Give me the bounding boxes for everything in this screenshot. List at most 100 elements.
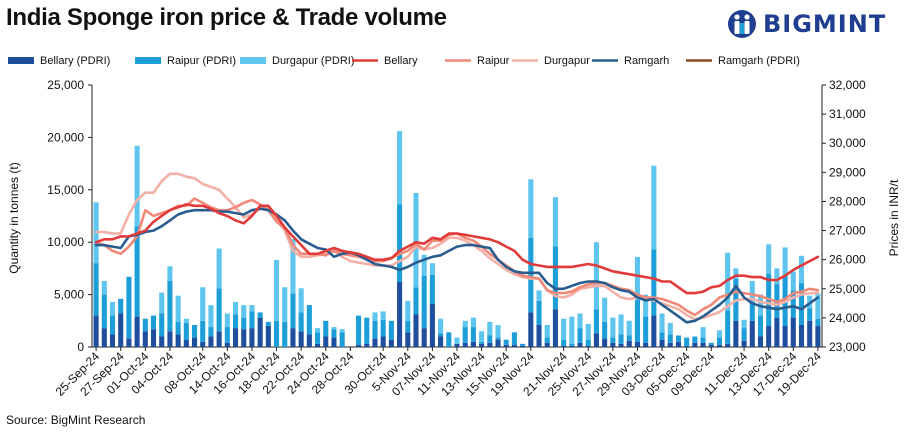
bar-raipur-pdri — [241, 317, 247, 330]
bar-durgapur-pdri — [462, 320, 468, 328]
bar-bellary-pdri — [356, 344, 362, 347]
bar-raipur-pdri — [684, 337, 690, 346]
bar-bellary-pdri — [93, 315, 99, 347]
bar-bellary-pdri — [101, 328, 107, 347]
legend-swatch — [240, 57, 266, 64]
bar-raipur-pdri — [150, 315, 157, 330]
bar-bellary-pdri — [684, 345, 690, 347]
bar-raipur-pdri — [232, 314, 239, 329]
bar-raipur-pdri — [741, 328, 747, 341]
y-tick-label: 0 — [77, 340, 84, 354]
bar-raipur-pdri — [249, 311, 255, 329]
bar-durgapur-pdri — [109, 301, 116, 316]
y2-axis-label: Prices in INR/t — [887, 179, 901, 256]
bar-bellary-pdri — [651, 315, 657, 347]
bar-durgapur-pdri — [667, 322, 673, 335]
bar-bellary-pdri — [536, 324, 542, 347]
bar-raipur-pdri — [462, 327, 468, 343]
bar-raipur-pdri — [356, 315, 362, 345]
bar-bellary-pdri — [323, 336, 329, 347]
bar-bellary-pdri — [208, 336, 214, 347]
legend-entry-label: Ramgarh (PDRI) — [718, 55, 800, 67]
bar-raipur-pdri — [397, 204, 403, 283]
bar-bellary-pdri — [142, 331, 148, 347]
bar-raipur-pdri — [339, 332, 345, 347]
bar-raipur-pdri — [413, 287, 419, 315]
bar-bellary-pdri — [109, 334, 116, 347]
bar-raipur-pdri — [364, 317, 370, 344]
bar-bellary-pdri — [725, 343, 731, 347]
y-axis-ticks: 0 5,000 10,000 15,000 20,000 25,000 — [47, 78, 92, 354]
bar-durgapur-pdri — [659, 313, 665, 333]
bar-raipur-pdri — [290, 293, 296, 329]
bar-raipur-pdri — [528, 238, 534, 313]
bar-raipur-pdri — [536, 300, 542, 325]
bar-durgapur-pdri — [618, 314, 624, 335]
source-note: Source: BigMint Research — [6, 413, 146, 427]
bar-bellary-pdri — [241, 329, 247, 347]
bar-raipur-pdri — [380, 319, 386, 337]
bar-raipur-pdri — [109, 315, 116, 335]
legend-swatch — [135, 57, 161, 64]
bar-raipur-pdri — [634, 299, 640, 342]
bar-raipur-pdri — [725, 310, 731, 344]
bar-durgapur-pdri — [429, 263, 435, 275]
bar-durgapur-pdri — [577, 313, 583, 329]
bar-durgapur-pdri — [643, 294, 649, 317]
bar-bellary-pdri — [306, 334, 312, 347]
bar-raipur-pdri — [749, 301, 755, 321]
bar-bellary-pdri — [372, 338, 378, 347]
bar-bellary-pdri — [429, 304, 435, 347]
bar-raipur-pdri — [503, 339, 509, 345]
bar-bellary-pdri — [520, 345, 526, 347]
bar-bellary-pdri — [462, 342, 468, 347]
bar-durgapur-pdri — [183, 318, 189, 323]
bar-raipur-pdri — [446, 332, 452, 347]
bar-durgapur-pdri — [766, 244, 772, 274]
bar-bellary-pdri — [479, 343, 485, 347]
bar-raipur-pdri — [626, 335, 632, 341]
bar-durgapur-pdri — [749, 280, 755, 302]
bar-raipur-pdri — [487, 335, 493, 343]
bar-raipur-pdri — [421, 275, 427, 329]
bar-raipur-pdri — [593, 309, 599, 334]
bar-bellary-pdri — [487, 342, 493, 347]
y-tick-label: 5,000 — [54, 288, 84, 302]
y2-tick-label: 29,000 — [829, 165, 866, 179]
bar-raipur-pdri — [438, 333, 444, 337]
bar-bellary-pdri — [454, 343, 460, 347]
bar-raipur-pdri — [388, 320, 394, 340]
bar-raipur-pdri — [216, 288, 222, 332]
bar-durgapur-pdri — [175, 295, 181, 322]
bar-raipur-pdri — [716, 337, 723, 345]
bar-durgapur-pdri — [200, 287, 206, 321]
bar-raipur-pdri — [708, 342, 714, 345]
bar-durgapur-pdri — [495, 324, 501, 338]
bar-bellary-pdri — [232, 328, 239, 347]
bar-bellary-pdri — [134, 316, 140, 347]
bar-durgapur-pdri — [790, 271, 796, 291]
bar-durgapur-pdri — [569, 316, 575, 344]
bar-durgapur-pdri — [216, 248, 222, 289]
bar-raipur-pdri — [191, 324, 198, 338]
y2-tick-label: 26,000 — [829, 253, 866, 267]
bar-bellary-pdri — [290, 328, 296, 347]
bar-bellary-pdri — [126, 338, 132, 347]
bar-durgapur-pdri — [593, 242, 599, 310]
y2-tick-label: 25,000 — [829, 282, 866, 296]
bar-raipur-pdri — [602, 321, 608, 339]
y-tick-label: 20,000 — [47, 130, 84, 144]
bar-bellary-pdri — [298, 331, 304, 347]
bar-raipur-pdri — [479, 341, 485, 344]
bar-durgapur-pdri — [552, 197, 558, 247]
bar-bellary-pdri — [790, 317, 796, 347]
bar-bellary-pdri — [118, 313, 124, 347]
bar-bellary-pdri — [503, 344, 509, 347]
bar-bellary-pdri — [495, 339, 501, 347]
bar-durgapur-pdri — [380, 311, 386, 320]
bar-raipur-pdri — [495, 337, 501, 340]
bar-durgapur-pdri — [782, 247, 788, 276]
bar-raipur-pdri — [618, 334, 624, 344]
bar-durgapur-pdri — [470, 317, 476, 328]
bar-bellary-pdri — [602, 338, 608, 347]
